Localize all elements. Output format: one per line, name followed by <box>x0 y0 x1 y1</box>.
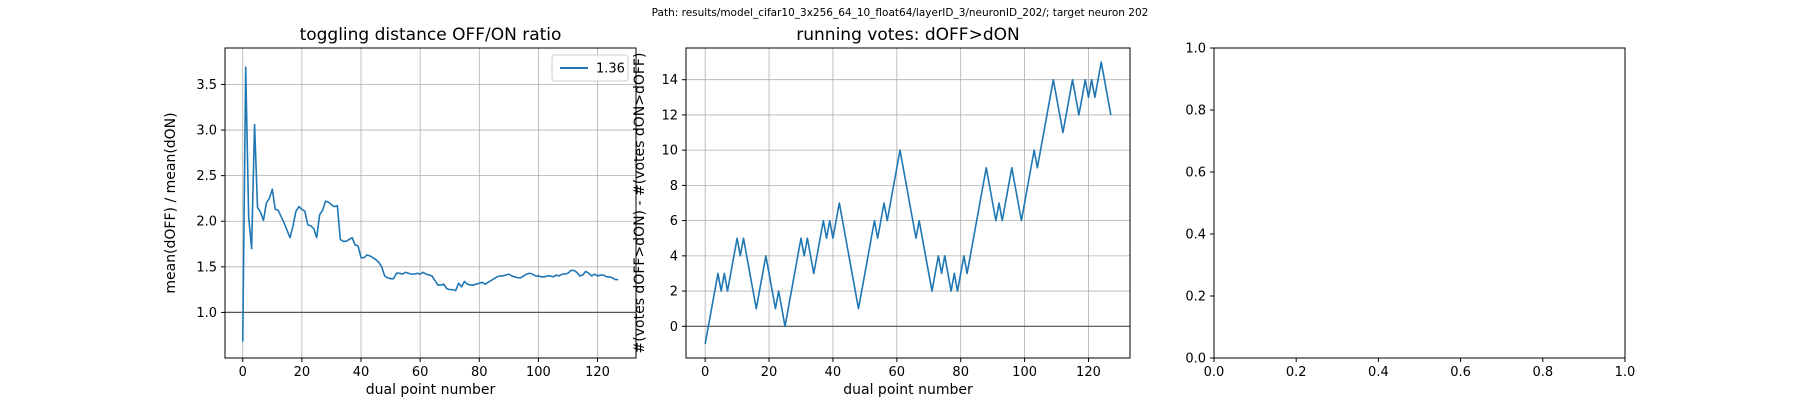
y-tick-label: 1.5 <box>196 260 217 275</box>
y-tick-label: 10 <box>661 144 678 159</box>
x-tick-label: 0.6 <box>1450 365 1471 380</box>
legend-label: 1.36 <box>596 62 625 77</box>
x-tick-label: 40 <box>353 365 370 380</box>
series-line-1 <box>241 66 619 342</box>
y-tick-label: 6 <box>670 214 678 229</box>
axes-frame <box>224 47 637 359</box>
y-tick-label: 3.5 <box>196 78 217 93</box>
x-axis-label: dual point number <box>843 382 973 398</box>
y-tick-label: 0.4 <box>1185 228 1206 243</box>
y-tick-label: 0.8 <box>1185 104 1206 119</box>
y-tick-label: 1.0 <box>196 306 217 321</box>
y-tick-label: 12 <box>661 108 678 123</box>
y-tick-label: 2 <box>670 285 678 300</box>
y-tick-label: 2.5 <box>196 169 217 184</box>
x-tick-label: 100 <box>1012 365 1037 380</box>
y-axis-label: mean(dOFF) / mean(dON) <box>163 112 179 293</box>
x-tick-label: 40 <box>825 365 842 380</box>
x-tick-label: 0 <box>239 365 247 380</box>
x-tick-label: 0.4 <box>1368 365 1389 380</box>
y-tick-label: 3.0 <box>196 124 217 139</box>
axes-frame <box>685 47 1131 359</box>
y-tick-label: 0.6 <box>1185 166 1206 181</box>
subplot-1: 0 20 40 60 80 100 120 1.0 1.5 2.0 2.5 3.0 3.5 togglin… <box>163 25 637 398</box>
y-tick-label: 8 <box>670 179 678 194</box>
x-tick-label: 100 <box>526 365 551 380</box>
legend-box <box>551 54 629 82</box>
plot-title: running votes: dOFF>dON <box>796 25 1019 45</box>
x-tick-label: 120 <box>585 365 610 380</box>
x-tick-label: 0.2 <box>1286 365 1307 380</box>
x-axis-label: dual point number <box>366 382 496 398</box>
y-tick-label: 0.0 <box>1185 352 1206 367</box>
x-tick-label: 60 <box>889 365 906 380</box>
y-tick-label: 14 <box>661 73 678 88</box>
x-tick-label: 0 <box>701 365 709 380</box>
axes-frame <box>1213 47 1626 359</box>
legend: 1.36 <box>551 54 629 82</box>
y-tick-label: 2.0 <box>196 215 217 230</box>
y-tick-label: 1.0 <box>1185 42 1206 57</box>
y-tick-label: 4 <box>670 249 678 264</box>
x-tick-label: 20 <box>761 365 778 380</box>
x-tick-label: 80 <box>952 365 969 380</box>
y-axis-label: #(votes dOFF>dON) - #(votes dON>dOFF) <box>632 53 648 354</box>
y-tick-label: 0.2 <box>1185 290 1206 305</box>
series-line-1 <box>704 61 1112 345</box>
plot-title: toggling distance OFF/ON ratio <box>300 25 562 45</box>
x-tick-label: 1.0 <box>1615 365 1636 380</box>
subplots: 0 20 40 60 80 100 1201.01.52.02.53.03.5togglin… <box>163 25 1635 398</box>
x-tick-label: 0.8 <box>1532 365 1553 380</box>
x-tick-label: 80 <box>471 365 488 380</box>
x-tick-label: 20 <box>294 365 311 380</box>
figure-suptitle: Path: results/model_cifar10_3x256_64_10_… <box>652 7 1149 19</box>
subplot-2: 0 20 40 60 80 100 120 0 2 4 6 8 10 12 14 running votes:… <box>632 25 1131 398</box>
x-tick-label: 0.0 <box>1204 365 1225 380</box>
x-tick-label: 60 <box>412 365 429 380</box>
subplot-3: 0.0 0.2 0.4 0.6 0.8 1.0 0.0 0.2 0.4 0.6 0.8 1.0 <box>1185 42 1635 381</box>
y-tick-label: 0 <box>670 320 678 335</box>
x-tick-label: 120 <box>1076 365 1101 380</box>
